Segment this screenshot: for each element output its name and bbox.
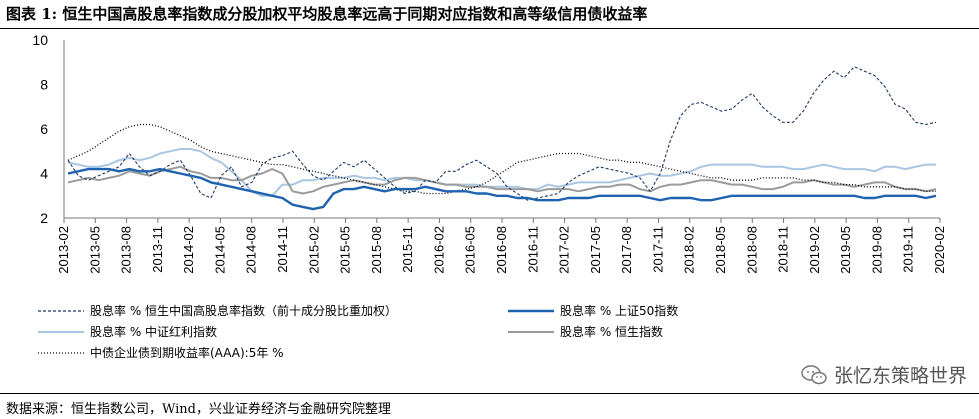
y-tick-label: 4 xyxy=(40,166,48,182)
chart-legend: 股息率 % 恒生中国高股息率指数（前十成分股比重加权） 股息率 % 上证50指数… xyxy=(38,302,978,364)
x-tick-label: 2016-11 xyxy=(525,226,540,273)
x-tick-label: 2018-08 xyxy=(744,226,759,274)
x-tick-label: 2014-08 xyxy=(244,226,259,274)
chart-title: 图表 1: 恒生中国高股息率指数成分股加权平均股息率远高于同期对应指数和高等级信… xyxy=(6,5,648,23)
legend-label: 股息率 % 上证50指数 xyxy=(560,304,679,318)
y-tick-label: 2 xyxy=(40,210,48,226)
series-line-2 xyxy=(67,148,936,197)
x-tick-label: 2017-02 xyxy=(557,226,572,274)
x-tick-label: 2014-02 xyxy=(181,226,196,274)
y-tick-label: 6 xyxy=(40,121,48,137)
x-tick-label: 2013-08 xyxy=(119,226,134,274)
x-tick-label: 2014-11 xyxy=(275,226,290,273)
series-layer xyxy=(67,66,937,211)
x-tick-label: 2018-11 xyxy=(776,226,791,273)
x-tick-label: 2019-11 xyxy=(901,226,916,273)
x-tick-label: 2019-02 xyxy=(807,226,822,274)
x-tick-label: 2017-05 xyxy=(588,226,603,274)
legend-label: 股息率 % 中证红利指数 xyxy=(90,325,218,339)
x-tick-label: 2016-02 xyxy=(431,226,446,274)
legend-item-hscei-high-dividend: 股息率 % 恒生中国高股息率指数（前十成分股比重加权） xyxy=(38,302,397,319)
x-tick-label: 2013-05 xyxy=(87,226,102,274)
x-tick-label: 2013-02 xyxy=(56,226,71,274)
chart-axes: 2 4 6 8 10 2013-02 2013-05 2013-08 2013-11 2014-0… xyxy=(32,32,947,274)
series-line-3 xyxy=(67,165,937,195)
legend-label: 股息率 % 恒生指数 xyxy=(560,325,664,339)
x-tick-label: 2016-05 xyxy=(463,226,478,274)
x-tick-label: 2016-08 xyxy=(494,226,509,274)
watermark: 张忆东策略世界 xyxy=(800,361,967,388)
legend-swatch-dotted xyxy=(38,351,84,354)
y-tick-label: 10 xyxy=(32,32,48,48)
legend-label: 股息率 % 恒生中国高股息率指数（前十成分股比重加权） xyxy=(90,304,398,318)
series-line-1 xyxy=(67,167,937,211)
line-chart: 2 4 6 8 10 2013-02 2013-05 2013-08 2013-11 2014-0… xyxy=(32,32,947,274)
x-tick-label: 2015-02 xyxy=(306,226,321,274)
x-tick-label: 2013-11 xyxy=(150,226,165,273)
x-tick-label: 2018-02 xyxy=(682,226,697,274)
title-divider xyxy=(0,28,979,29)
x-tick-label: 2014-05 xyxy=(212,226,227,274)
x-tick-label: 2015-11 xyxy=(400,226,415,273)
x-tick-label: 2017-11 xyxy=(650,226,665,273)
x-tick-label: 2020-02 xyxy=(932,226,947,274)
wechat-icon xyxy=(801,364,827,384)
x-tick-label: 2019-05 xyxy=(838,226,853,274)
source-divider xyxy=(0,393,979,394)
x-tick-label: 2018-05 xyxy=(713,226,728,274)
x-tick-label: 2019-08 xyxy=(869,226,884,274)
y-tick-label: 8 xyxy=(40,77,48,93)
legend-swatch-solid-blue xyxy=(508,309,554,312)
x-tick-label: 2017-08 xyxy=(619,226,634,274)
x-tick-label: 2015-05 xyxy=(338,226,353,274)
legend-label: 中债企业债到期收益率(AAA):5年 % xyxy=(90,346,284,360)
legend-item-aaa-corp-bond: 中债企业债到期收益率(AAA):5年 % xyxy=(38,344,284,361)
legend-swatch-gray xyxy=(508,330,554,333)
watermark-text: 张忆东策略世界 xyxy=(833,365,967,387)
legend-item-sse50: 股息率 % 上证50指数 xyxy=(508,302,678,319)
legend-swatch-dashed xyxy=(38,309,84,312)
data-source: 数据来源：恒生指数公司，Wind，兴业证券经济与金融研究院整理 xyxy=(6,402,391,417)
legend-item-csi-dividend: 股息率 % 中证红利指数 xyxy=(38,323,217,340)
legend-swatch-light-blue xyxy=(38,330,84,333)
legend-item-hang-seng: 股息率 % 恒生指数 xyxy=(508,323,663,340)
series-line-4 xyxy=(67,123,936,195)
x-tick-label: 2015-08 xyxy=(369,226,384,274)
series-line-0 xyxy=(67,66,937,201)
